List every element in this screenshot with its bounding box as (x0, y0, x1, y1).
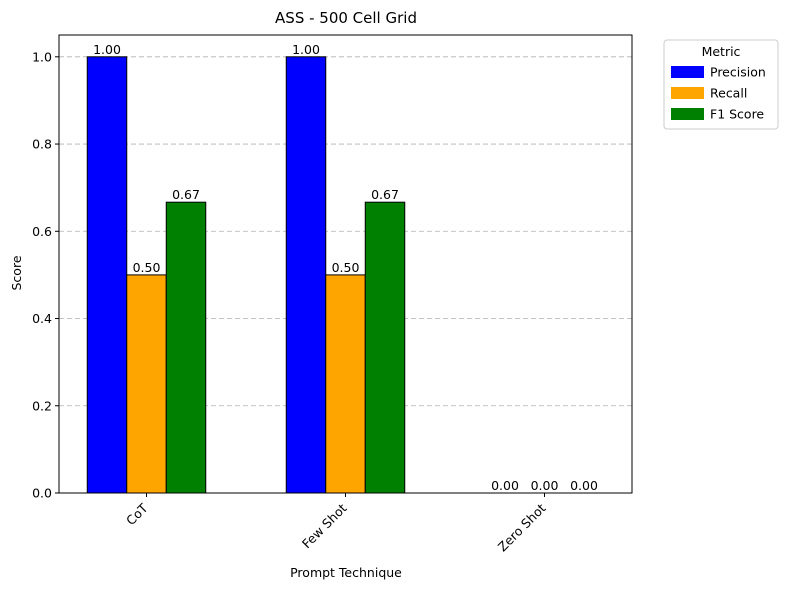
bar-value-label: 1.00 (93, 42, 121, 57)
legend: Metric Precision Recall F1 Score (663, 39, 779, 130)
legend-title: Metric (702, 44, 741, 59)
y-tick-label: 0.8 (32, 137, 52, 152)
bar-value-label: 0.67 (371, 187, 399, 202)
bar-f1-score (165, 201, 207, 494)
legend-swatch (671, 87, 704, 99)
y-tick-label: 1.0 (32, 49, 52, 64)
bar-recall (126, 274, 167, 494)
legend-swatch (671, 108, 704, 120)
y-axis-label: Score (9, 255, 24, 290)
x-tick-label: Zero Shot (495, 500, 549, 554)
legend-label: Precision (710, 65, 766, 80)
x-axis: CoT Few Shot Zero Shot (123, 493, 549, 554)
y-tick-label: 0.2 (32, 398, 52, 413)
y-tick-label: 0.6 (32, 224, 52, 239)
bar-value-label: 0.00 (531, 478, 559, 493)
bar-value-label: 0.50 (133, 260, 161, 275)
legend-frame (663, 39, 779, 130)
bar-value-label: 0.00 (570, 478, 598, 493)
bar-value-label: 1.00 (292, 42, 320, 57)
x-tick-label: CoT (123, 500, 151, 528)
bars: 1.00 0.50 0.67 1.00 0.50 0.67 0.00 0.00 0.00 (86, 42, 598, 494)
bar-value-label: 0.67 (172, 187, 200, 202)
bar-f1-score (364, 201, 406, 494)
bar-recall (325, 274, 366, 494)
y-tick-label: 0.0 (32, 486, 52, 501)
legend-label: F1 Score (710, 107, 764, 122)
legend-swatch (671, 66, 704, 78)
chart-title: ASS - 500 Cell Grid (275, 9, 417, 27)
legend-label: Recall (710, 86, 747, 101)
bar-value-label: 0.50 (332, 260, 360, 275)
bar-value-label: 0.00 (491, 478, 519, 493)
bar-precision (285, 56, 327, 494)
x-axis-label: Prompt Technique (290, 565, 402, 580)
x-tick-label: Few Shot (299, 500, 350, 551)
bar-precision (86, 56, 128, 494)
y-tick-label: 0.4 (32, 311, 52, 326)
y-axis: 0.0 0.2 0.4 0.6 0.8 1.0 (32, 49, 59, 501)
